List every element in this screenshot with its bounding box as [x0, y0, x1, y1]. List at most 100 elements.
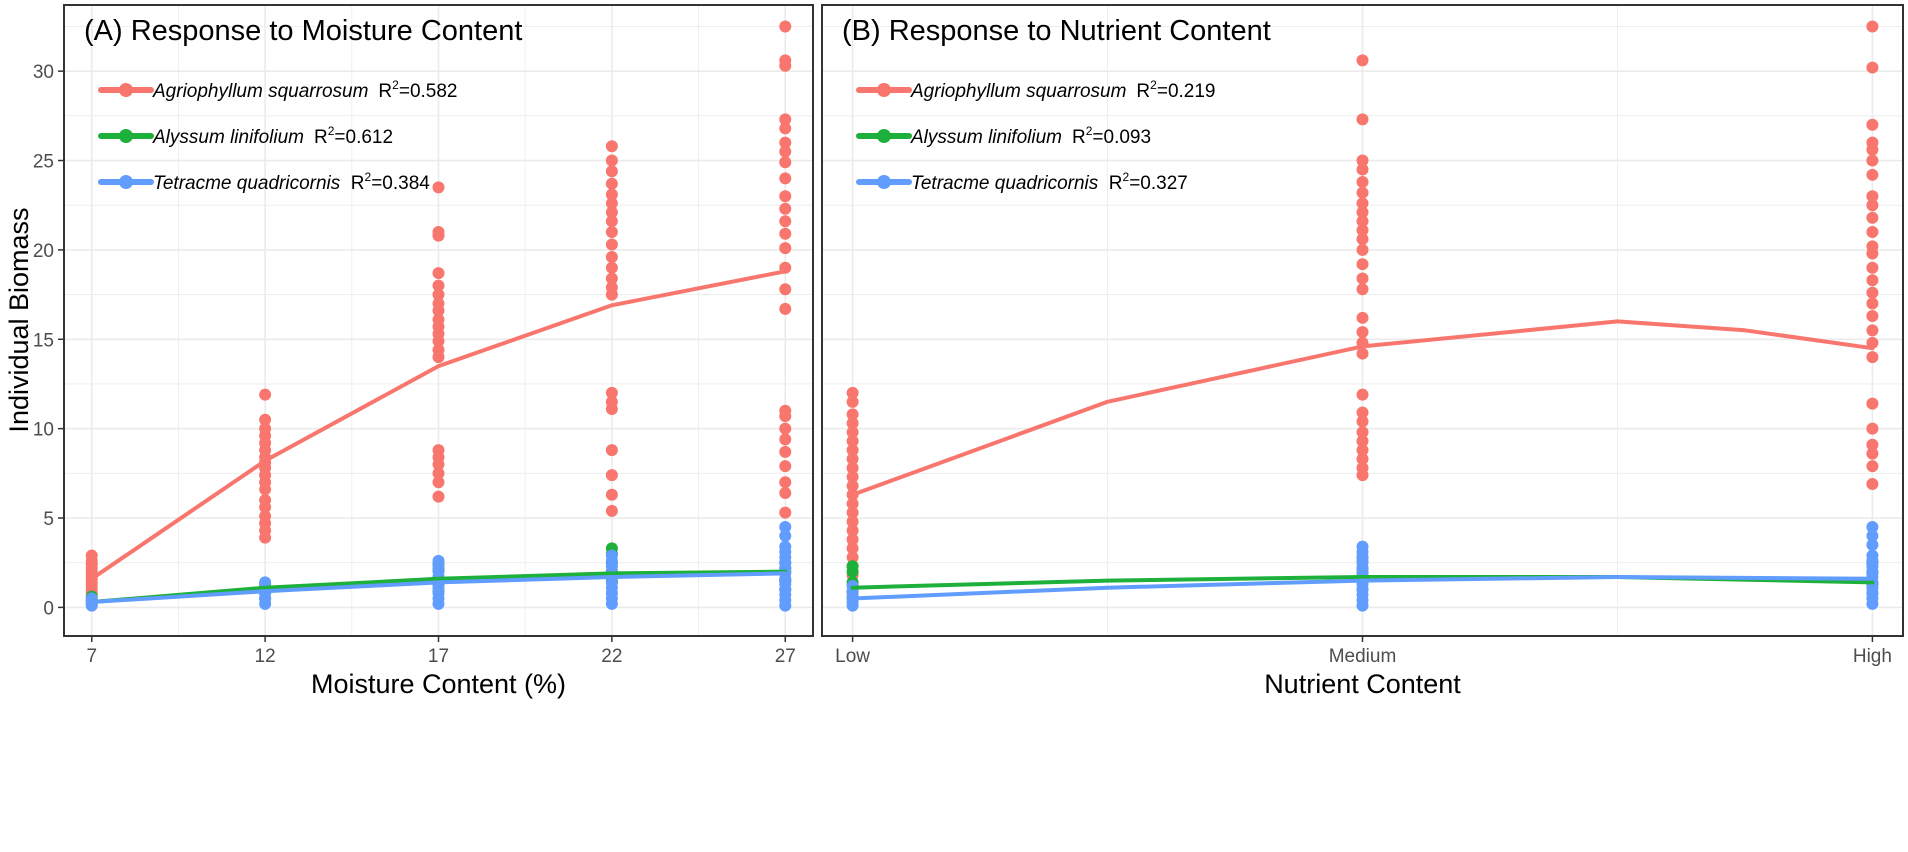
x-tick-label: 7 [86, 646, 97, 667]
y-tick-label: 20 [33, 241, 54, 262]
data-point [779, 506, 792, 519]
fit-line-series-1 [850, 319, 1875, 497]
data-point [846, 461, 859, 474]
data-point [432, 490, 445, 503]
fit-line-series-2 [89, 569, 788, 604]
data-point [605, 206, 618, 219]
data-point [605, 469, 618, 482]
data-point [259, 494, 272, 507]
legend-item: Agriophyllum squarrosum R2=0.219 [856, 78, 1216, 102]
data-point [779, 190, 792, 203]
series-1-points [85, 20, 792, 600]
data-point [1356, 233, 1369, 246]
x-tick-label: Low [835, 646, 870, 667]
data-point [1356, 215, 1369, 228]
data-point [605, 281, 618, 294]
data-point [779, 122, 792, 135]
data-point [846, 506, 859, 519]
data-point [1356, 461, 1369, 474]
data-point [779, 486, 792, 499]
data-point [605, 140, 618, 153]
data-point [779, 520, 792, 533]
data-point [1866, 154, 1879, 167]
data-point [259, 388, 272, 401]
y-axis-title: Individual Biomass [4, 207, 34, 432]
legend: Agriophyllum squarrosum R2=0.219 Alyssum l… [856, 78, 1216, 194]
x-tick-label: 12 [255, 646, 276, 667]
data-point [605, 549, 618, 562]
data-point [1866, 168, 1879, 181]
data-point [846, 435, 859, 448]
data-point [605, 504, 618, 517]
data-point [432, 181, 445, 194]
data-point [259, 510, 272, 523]
data-point [846, 542, 859, 555]
legend-r2-label: R2=0.327 [1109, 170, 1188, 194]
data-point [1866, 226, 1879, 239]
data-point [1866, 261, 1879, 274]
legend-r2-label: R2=0.384 [351, 170, 430, 194]
data-point [1866, 460, 1879, 473]
legend-key-dot [119, 175, 133, 189]
data-point [1866, 297, 1879, 310]
data-point [846, 408, 859, 421]
data-point [1356, 453, 1369, 466]
data-point [605, 197, 618, 210]
legend: Agriophyllum squarrosum R2=0.582 Alyssum l… [98, 78, 458, 194]
x-tick-label: 27 [775, 646, 796, 667]
data-point [432, 313, 445, 326]
data-point [1866, 20, 1879, 33]
data-point [1356, 435, 1369, 448]
data-point [1866, 136, 1879, 149]
legend-species-name: Alyssum linifolium [910, 127, 1062, 148]
legend-item: Alyssum linifolium R2=0.093 [856, 124, 1151, 148]
data-point [846, 426, 859, 439]
data-point [779, 20, 792, 33]
legend-item: Alyssum linifolium R2=0.612 [98, 124, 393, 148]
data-point [432, 226, 445, 239]
legend-item: Tetracme quadricornis R2=0.384 [98, 170, 430, 194]
data-point [1356, 258, 1369, 271]
data-point [1866, 240, 1879, 253]
legend-species-name: Alyssum linifolium [152, 127, 304, 148]
data-point [1866, 199, 1879, 212]
data-point [1866, 422, 1879, 435]
data-point [1866, 118, 1879, 131]
data-point [1866, 61, 1879, 74]
data-point [846, 497, 859, 510]
legend-key-dot [877, 83, 891, 97]
data-point [779, 433, 792, 446]
data-point [779, 302, 792, 315]
data-point [1866, 351, 1879, 364]
data-point [605, 395, 618, 408]
legend-r2-label: R2=0.582 [378, 78, 457, 102]
data-point [846, 479, 859, 492]
legend-species-name: Agriophyllum squarrosum [152, 81, 368, 102]
legend-r2-label: R2=0.219 [1136, 78, 1215, 102]
x-tick-label: High [1853, 646, 1892, 667]
data-point [605, 226, 618, 239]
data-point [779, 540, 792, 553]
data-point [846, 453, 859, 466]
x-tick-label: 17 [428, 646, 449, 667]
legend-key-dot [119, 129, 133, 143]
data-point [779, 460, 792, 473]
data-point [779, 136, 792, 149]
fit-line-series-3 [89, 571, 788, 604]
data-point [846, 470, 859, 483]
data-point [846, 386, 859, 399]
data-point [1866, 397, 1879, 410]
panel-b: Low Medium High Nutrient Content (B) Respons… [821, 4, 1904, 699]
data-point [85, 549, 98, 562]
data-point [1866, 310, 1879, 323]
data-point [1866, 211, 1879, 224]
data-point [605, 177, 618, 190]
data-point [605, 251, 618, 264]
data-point [1356, 283, 1369, 296]
data-point [779, 172, 792, 185]
data-point [259, 422, 272, 435]
y-tick-label: 15 [33, 330, 54, 351]
data-point [779, 445, 792, 458]
data-point [846, 560, 859, 573]
legend-r2-label: R2=0.093 [1072, 124, 1151, 148]
